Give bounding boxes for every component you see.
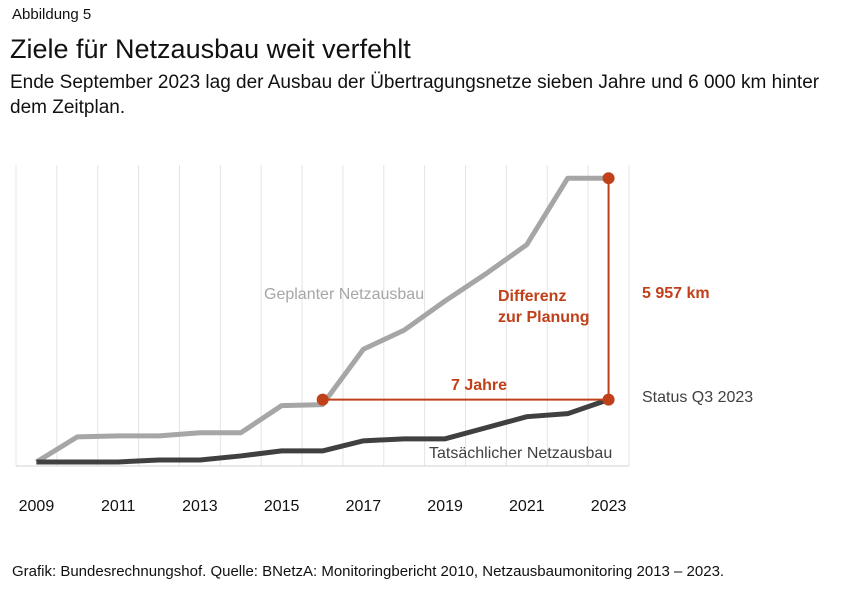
figure-label: Abbildung 5	[12, 6, 92, 23]
annotations	[316, 172, 615, 406]
source-note: Grafik: Bundesrechnungshof. Quelle: BNet…	[12, 563, 725, 580]
difference-value-label: 5 957 km	[642, 285, 710, 302]
x-tick-label: 2021	[509, 498, 545, 515]
x-tick-label: 2017	[346, 498, 382, 515]
difference-label-2: zur Planung	[498, 309, 590, 326]
marker-actual-2023	[602, 393, 615, 406]
x-tick-label: 2015	[264, 498, 300, 515]
series-label-actual: Tatsächlicher Netzausbau	[429, 445, 612, 462]
x-tick-label: 2011	[101, 498, 136, 515]
x-axis-ticks: 2009 2011 2013 2015 2017 2019 2021 2023	[19, 498, 627, 515]
x-tick-label: 2019	[427, 498, 463, 515]
years-gap-label: 7 Jahre	[451, 377, 507, 394]
series-label-planned: Geplanter Netzausbau	[264, 286, 424, 303]
x-tick-label: 2013	[182, 498, 218, 515]
difference-label-1: Differenz	[498, 288, 566, 305]
page-title: Ziele für Netzausbau weit verfehlt	[10, 34, 411, 64]
marker-planned-2023	[602, 172, 615, 185]
marker-planned-equal	[316, 393, 329, 406]
x-tick-label: 2023	[591, 498, 627, 515]
x-tick-label: 2009	[19, 498, 55, 515]
status-label: Status Q3 2023	[642, 389, 753, 406]
subtitle: Ende September 2023 lag der Ausbau der Ü…	[10, 72, 820, 118]
